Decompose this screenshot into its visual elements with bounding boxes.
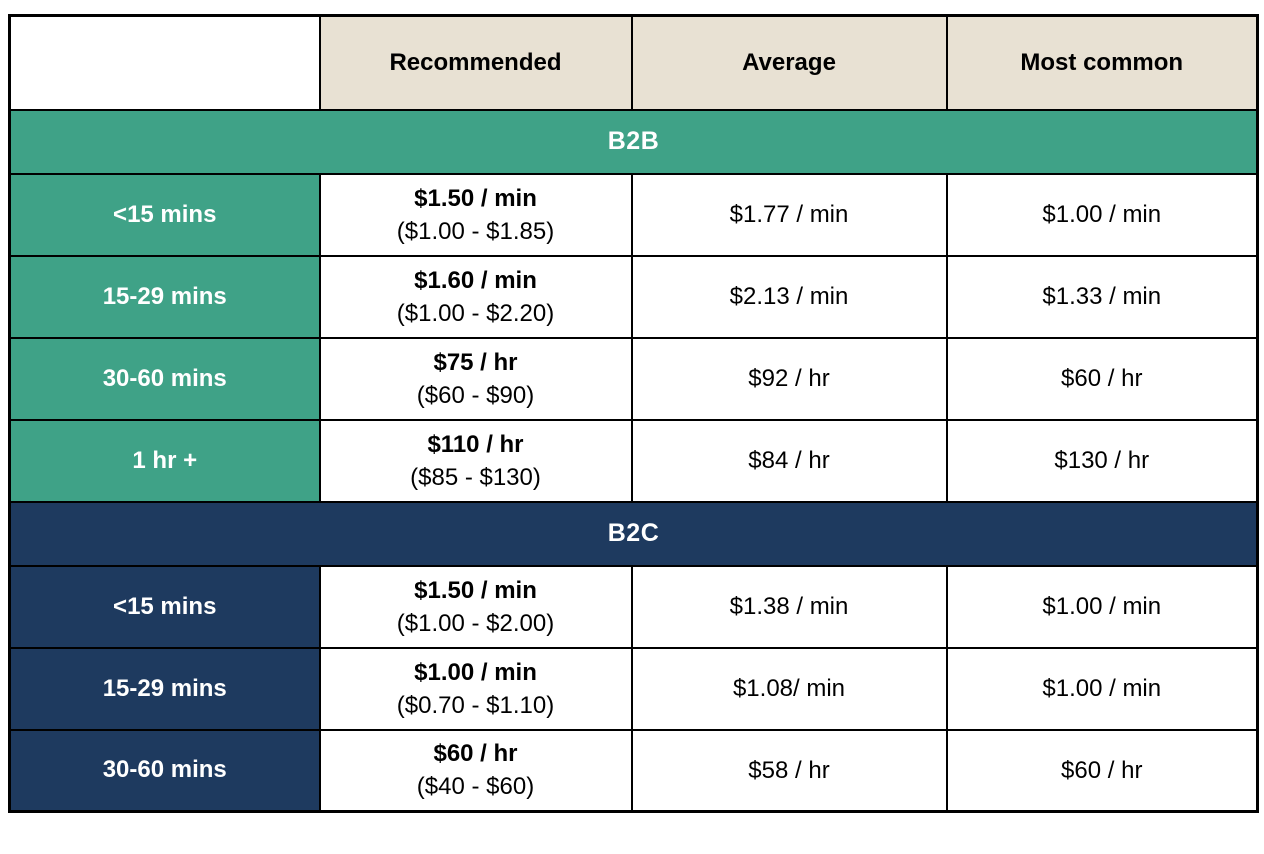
column-header-average: Average bbox=[630, 14, 948, 111]
recommended-cell: $1.60 / min ($1.00 - $2.20) bbox=[318, 254, 633, 339]
row-label: 15-29 mins bbox=[8, 254, 321, 339]
recommended-cell: $1.50 / min ($1.00 - $1.85) bbox=[318, 172, 633, 257]
corner-cell bbox=[8, 14, 321, 111]
most-common-cell: $1.00 / min bbox=[945, 172, 1259, 257]
recommended-range: ($40 - $60) bbox=[416, 773, 535, 801]
table-row: <15 mins $1.50 / min ($1.00 - $1.85) $1.… bbox=[8, 172, 1259, 257]
table-row: 15-29 mins $1.00 / min ($0.70 - $1.10) $… bbox=[8, 646, 1259, 731]
recommended-value: $60 / hr bbox=[433, 740, 518, 768]
average-cell: $2.13 / min bbox=[630, 254, 948, 339]
recommended-value: $75 / hr bbox=[433, 348, 518, 376]
table-row: <15 mins $1.50 / min ($1.00 - $2.00) $1.… bbox=[8, 564, 1259, 649]
table-row: 30-60 mins $75 / hr ($60 - $90) $92 / hr… bbox=[8, 336, 1259, 421]
recommended-range: ($1.00 - $2.00) bbox=[396, 609, 555, 637]
recommended-value: $110 / hr bbox=[427, 430, 524, 458]
average-cell: $1.77 / min bbox=[630, 172, 948, 257]
row-label: 30-60 mins bbox=[8, 728, 321, 813]
pricing-table-container: Recommended Average Most common B2B <15 … bbox=[8, 14, 1259, 813]
recommended-range: ($1.00 - $1.85) bbox=[396, 217, 555, 245]
header-row: Recommended Average Most common bbox=[8, 14, 1259, 111]
average-cell: $1.08/ min bbox=[630, 646, 948, 731]
recommended-value: $1.60 / min bbox=[414, 266, 537, 294]
recommended-cell: $1.00 / min ($0.70 - $1.10) bbox=[318, 646, 633, 731]
row-label: <15 mins bbox=[8, 172, 321, 257]
row-label: <15 mins bbox=[8, 564, 321, 649]
average-cell: $58 / hr bbox=[630, 728, 948, 813]
row-label: 30-60 mins bbox=[8, 336, 321, 421]
recommended-range: ($60 - $90) bbox=[416, 381, 535, 409]
recommended-range: ($85 - $130) bbox=[410, 463, 541, 491]
recommended-value: $1.00 / min bbox=[414, 658, 537, 686]
most-common-cell: $60 / hr bbox=[945, 728, 1259, 813]
section-header-b2b: B2B bbox=[8, 108, 1259, 175]
most-common-cell: $1.00 / min bbox=[945, 646, 1259, 731]
recommended-cell: $1.50 / min ($1.00 - $2.00) bbox=[318, 564, 633, 649]
average-cell: $92 / hr bbox=[630, 336, 948, 421]
pricing-table: Recommended Average Most common B2B <15 … bbox=[8, 14, 1259, 813]
table-row: 1 hr + $110 / hr ($85 - $130) $84 / hr $… bbox=[8, 418, 1259, 503]
section-banner-row-b2b: B2B bbox=[8, 108, 1259, 175]
column-header-most-common: Most common bbox=[945, 14, 1259, 111]
recommended-cell: $110 / hr ($85 - $130) bbox=[318, 418, 633, 503]
most-common-cell: $1.33 / min bbox=[945, 254, 1259, 339]
most-common-cell: $130 / hr bbox=[945, 418, 1259, 503]
recommended-value: $1.50 / min bbox=[414, 184, 537, 212]
most-common-cell: $60 / hr bbox=[945, 336, 1259, 421]
row-label: 15-29 mins bbox=[8, 646, 321, 731]
average-cell: $84 / hr bbox=[630, 418, 948, 503]
section-header-b2c: B2C bbox=[8, 500, 1259, 567]
table-row: 30-60 mins $60 / hr ($40 - $60) $58 / hr… bbox=[8, 728, 1259, 813]
recommended-cell: $75 / hr ($60 - $90) bbox=[318, 336, 633, 421]
column-header-recommended: Recommended bbox=[318, 14, 633, 111]
section-banner-row-b2c: B2C bbox=[8, 500, 1259, 567]
recommended-value: $1.50 / min bbox=[414, 576, 537, 604]
row-label: 1 hr + bbox=[8, 418, 321, 503]
recommended-range: ($1.00 - $2.20) bbox=[396, 299, 555, 327]
average-cell: $1.38 / min bbox=[630, 564, 948, 649]
most-common-cell: $1.00 / min bbox=[945, 564, 1259, 649]
recommended-range: ($0.70 - $1.10) bbox=[396, 691, 555, 719]
recommended-cell: $60 / hr ($40 - $60) bbox=[318, 728, 633, 813]
table-row: 15-29 mins $1.60 / min ($1.00 - $2.20) $… bbox=[8, 254, 1259, 339]
